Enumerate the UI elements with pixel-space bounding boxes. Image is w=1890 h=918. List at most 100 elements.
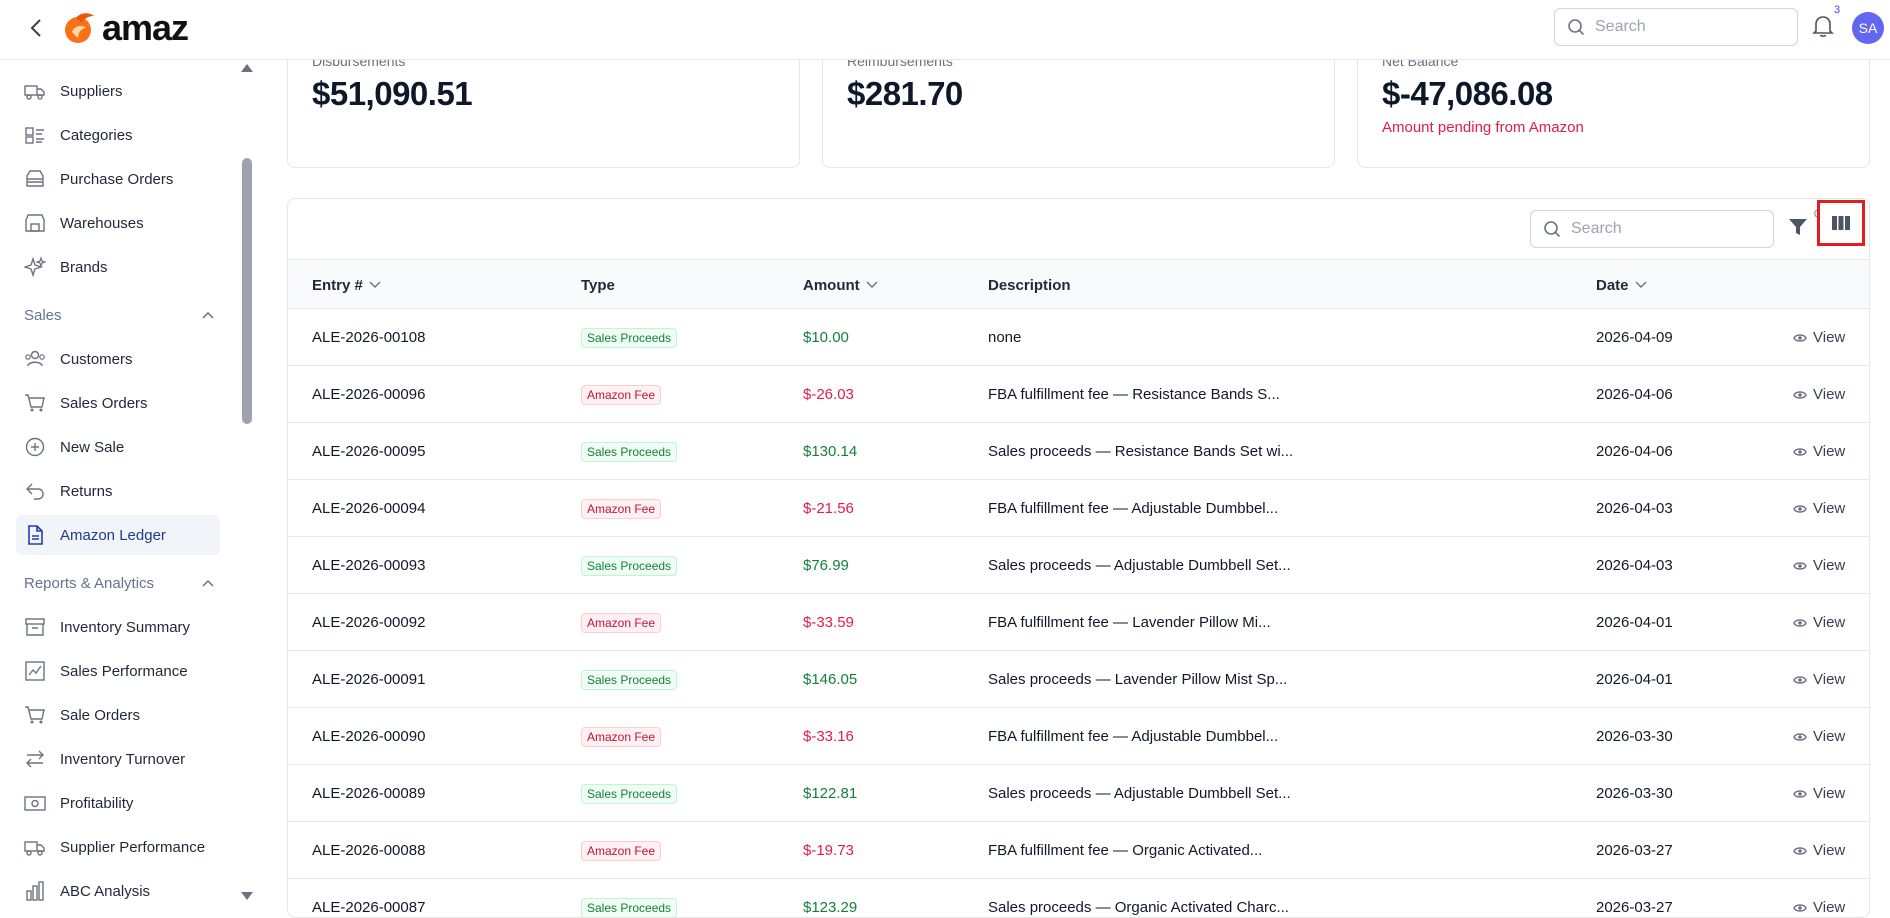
view-button[interactable]: View <box>1793 423 1845 480</box>
sidebar-item-amazon-ledger[interactable]: Amazon Ledger <box>16 515 220 555</box>
view-label: View <box>1813 329 1846 346</box>
sidebar-section-reports[interactable]: Reports & Analytics <box>24 571 214 595</box>
logo-text: amaz <box>102 7 189 48</box>
table-search[interactable] <box>1530 210 1774 248</box>
chart-icon <box>25 661 45 681</box>
date-text: 2026-03-30 <box>1596 728 1673 745</box>
sidebar-item-label: Suppliers <box>60 82 123 100</box>
amount-cell: $-33.16 <box>803 708 854 765</box>
view-button[interactable]: View <box>1793 651 1845 708</box>
type-badge: Sales Proceeds <box>581 441 678 462</box>
ledger-table-card: 0 Entry # Type Amount Description Date A… <box>287 198 1870 918</box>
table-row[interactable]: ALE-2026-00090 Amazon Fee $-33.16 FBA fulfi… <box>288 708 1869 765</box>
type-cell: Sales Proceeds <box>581 423 678 480</box>
global-search[interactable] <box>1554 8 1798 46</box>
notifications-button[interactable] <box>1812 14 1836 40</box>
amount-value: $-21.56 <box>803 500 854 517</box>
table-row[interactable]: ALE-2026-00096 Amazon Fee $-26.03 FBA fulfi… <box>288 366 1869 423</box>
table-search-input[interactable] <box>1571 220 1751 238</box>
table-row[interactable]: ALE-2026-00108 Sales Proceeds $10.00 none 20… <box>288 309 1869 366</box>
type-badge: Amazon Fee <box>581 612 662 633</box>
sidebar-scrollbar-thumb[interactable] <box>242 158 252 424</box>
sidebar-item-new-sale[interactable]: New Sale <box>16 427 220 467</box>
sidebar-item-supplier-performance[interactable]: Supplier Performance <box>16 827 220 867</box>
filter-button[interactable] <box>1788 217 1810 239</box>
view-button[interactable]: View <box>1793 480 1845 537</box>
description-text: Sales proceeds — Resistance Bands Set wi… <box>988 443 1294 460</box>
table-row[interactable]: ALE-2026-00088 Amazon Fee $-19.73 FBA fulfi… <box>288 822 1869 879</box>
date-cell: 2026-04-06 <box>1596 423 1673 480</box>
view-button[interactable]: View <box>1793 879 1845 917</box>
document-icon <box>28 525 43 545</box>
amount-cell: $122.81 <box>803 765 857 822</box>
sidebar-item-sales-performance[interactable]: Sales Performance <box>16 651 220 691</box>
sidebar-item-sale-orders[interactable]: Sale Orders <box>16 695 220 735</box>
sidebar-item-label: New Sale <box>60 438 125 456</box>
entry-cell: ALE-2026-00095 <box>312 423 425 480</box>
entry-number: ALE-2026-00096 <box>312 386 426 403</box>
plus-circle-icon <box>25 437 45 457</box>
logo[interactable]: amaz <box>62 7 189 48</box>
sidebar-item-brands[interactable]: Brands <box>16 247 220 287</box>
cart-icon <box>25 706 45 724</box>
column-header-label: Amount <box>803 276 860 294</box>
table-row[interactable]: ALE-2026-00087 Sales Proceeds $123.29 Sales… <box>288 879 1869 917</box>
eye-icon <box>1793 675 1807 684</box>
sidebar-item-sales-orders[interactable]: Sales Orders <box>16 383 220 423</box>
global-search-input[interactable] <box>1595 18 1775 36</box>
back-button[interactable] <box>24 14 48 42</box>
sidebar-section-sales[interactable]: Sales <box>24 303 214 327</box>
column-header-description[interactable]: Description <box>988 260 1071 310</box>
truck-icon <box>24 841 45 856</box>
column-header-amount[interactable]: Amount <box>803 260 878 310</box>
sidebar-item-customers[interactable]: Customers <box>16 339 220 379</box>
money-icon <box>24 796 46 811</box>
date-cell: 2026-04-01 <box>1596 651 1673 708</box>
chevron-left-icon <box>30 19 41 37</box>
sidebar-item-purchase-orders[interactable]: Purchase Orders <box>16 159 220 199</box>
type-cell: Amazon Fee <box>581 822 662 879</box>
sidebar-scroll-up-arrow[interactable] <box>241 64 253 72</box>
columns-button[interactable] <box>1817 200 1865 246</box>
sidebar: Suppliers Categories Purchase Orders War… <box>0 60 258 912</box>
filter-count-badge: 0 <box>1814 209 1820 220</box>
view-button[interactable]: View <box>1793 708 1845 765</box>
sidebar-item-abc-analysis[interactable]: ABC Analysis <box>16 871 220 911</box>
sidebar-item-inventory-summary[interactable]: Inventory Summary <box>16 607 220 647</box>
type-cell: Sales Proceeds <box>581 765 678 822</box>
column-header-date[interactable]: Date <box>1596 260 1647 310</box>
view-button[interactable]: View <box>1793 822 1845 879</box>
sidebar-item-returns[interactable]: Returns <box>16 471 220 511</box>
sidebar-scroll-down-arrow[interactable] <box>241 892 253 900</box>
view-button[interactable]: View <box>1793 366 1845 423</box>
view-label: View <box>1813 728 1846 745</box>
table-row[interactable]: ALE-2026-00092 Amazon Fee $-33.59 FBA fulfi… <box>288 594 1869 651</box>
view-button[interactable]: View <box>1793 594 1845 651</box>
table-row[interactable]: ALE-2026-00095 Sales Proceeds $130.14 Sales… <box>288 423 1869 480</box>
amount-value: $-19.73 <box>803 842 854 859</box>
entry-number: ALE-2026-00108 <box>312 329 426 346</box>
table-row[interactable]: ALE-2026-00089 Sales Proceeds $122.81 Sales… <box>288 765 1869 822</box>
description-text: none <box>988 329 1022 346</box>
view-button[interactable]: View <box>1793 309 1845 366</box>
sidebar-item-inventory-turnover[interactable]: Inventory Turnover <box>16 739 220 779</box>
table-row[interactable]: ALE-2026-00094 Amazon Fee $-21.56 FBA fulfi… <box>288 480 1869 537</box>
table-header: Entry # Type Amount Description Date <box>288 259 1869 310</box>
view-button[interactable]: View <box>1793 765 1845 822</box>
column-header-entry[interactable]: Entry # <box>312 260 381 310</box>
column-header-type[interactable]: Type <box>581 260 615 310</box>
sidebar-item-warehouses[interactable]: Warehouses <box>16 203 220 243</box>
view-button[interactable]: View <box>1793 537 1845 594</box>
sidebar-item-categories[interactable]: Categories <box>16 115 220 155</box>
amount-cell: $-26.03 <box>803 366 854 423</box>
table-row[interactable]: ALE-2026-00091 Sales Proceeds $146.05 Sales… <box>288 651 1869 708</box>
column-header-label: Date <box>1596 276 1629 294</box>
view-label: View <box>1813 386 1846 403</box>
description-text: Sales proceeds — Adjustable Dumbbell Set… <box>988 785 1291 802</box>
sidebar-item-profitability[interactable]: Profitability <box>16 783 220 823</box>
sidebar-item-suppliers[interactable]: Suppliers <box>16 71 220 111</box>
entry-cell: ALE-2026-00096 <box>312 366 425 423</box>
avatar[interactable]: SA <box>1852 12 1884 44</box>
type-badge: Sales Proceeds <box>581 327 678 348</box>
table-row[interactable]: ALE-2026-00093 Sales Proceeds $76.99 Sales … <box>288 537 1869 594</box>
